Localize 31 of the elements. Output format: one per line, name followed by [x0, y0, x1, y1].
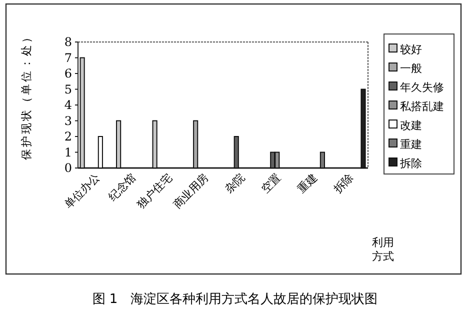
y-tick-label: 2 — [64, 130, 72, 144]
y-tick-label: 7 — [64, 50, 72, 65]
x-tick-label: 纪念馆 — [106, 170, 138, 204]
y-tick-label: 6 — [64, 66, 72, 80]
legend-label: 私搭乱建 — [400, 100, 444, 113]
y-tick-label: 0 — [64, 161, 72, 175]
legend-label: 拆除 — [399, 157, 422, 170]
x-tick-label: 拆除 — [330, 170, 356, 196]
bar — [116, 120, 122, 168]
y-axis-title: 保护现状（单位：处） — [20, 30, 33, 160]
text: 图 1 海淀区各种利用方式名人故居的保护现状图 — [92, 291, 378, 307]
bar — [80, 57, 85, 168]
y-tick-label: 3 — [64, 114, 72, 128]
bar — [152, 120, 158, 168]
x-tick-label: 杂院 — [222, 170, 248, 196]
legend-label: 重建 — [400, 138, 422, 151]
bar — [234, 136, 239, 168]
y-tick-label: 5 — [64, 82, 72, 96]
x-tick-label: 重建 — [295, 170, 320, 196]
x-tick-label: 空置 — [258, 170, 284, 196]
x-axis-title: 利用方式 — [372, 236, 394, 263]
bar — [320, 152, 325, 168]
legend-label: 一般 — [400, 62, 422, 75]
bar — [98, 136, 103, 168]
legend-label: 改建 — [400, 119, 422, 132]
legend-label: 年久失修 — [400, 81, 444, 94]
bar — [193, 120, 198, 168]
y-tick-label: 4 — [64, 98, 72, 112]
y-tick-label: 1 — [64, 145, 72, 160]
y-tick-label: 8 — [64, 35, 72, 49]
legend-label: 较好 — [400, 43, 422, 56]
